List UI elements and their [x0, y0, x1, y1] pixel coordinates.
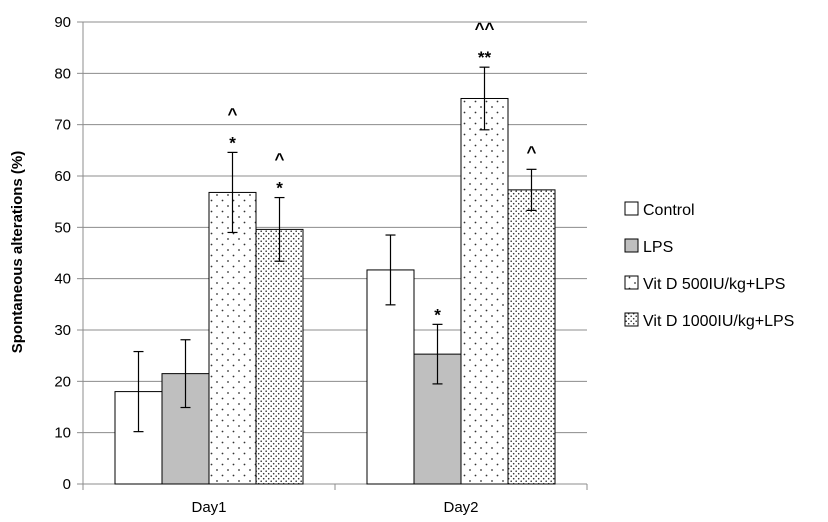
legend-label: Control: [643, 202, 695, 219]
legend-swatch: [624, 275, 639, 290]
legend-label: LPS: [643, 239, 673, 256]
y-tick-labels: 0 10 20 30 40 50 60 70 80 90: [54, 14, 71, 493]
legend-swatch: [624, 238, 639, 253]
y-tick-label: 80: [54, 65, 71, 82]
y-tick-label: 30: [54, 322, 71, 339]
y-tick-label: 50: [54, 219, 71, 236]
error-bars: [133, 66, 537, 433]
y-tick-label: 40: [54, 271, 71, 288]
significance-mark: *: [434, 305, 441, 324]
legend: Control LPS Vit D 500IU/kg+LPS Vit D 1000IU…: [624, 201, 794, 330]
significance-mark: ^: [228, 104, 238, 123]
x-tick-labels: Day1 Day2: [191, 499, 478, 516]
y-axis-title: Spontaneous alterations (%): [9, 151, 26, 354]
legend-label: Vit D 1000IU/kg+LPS: [643, 313, 794, 330]
bar: [208, 191, 257, 485]
significance-mark: ^: [527, 142, 537, 161]
bar: [507, 189, 556, 485]
y-tick-label: 60: [54, 168, 71, 185]
significance-marks: *^*^***^^^: [228, 19, 537, 324]
bar: [255, 228, 304, 485]
y-tick-label: 70: [54, 117, 71, 134]
legend-label: Vit D 500IU/kg+LPS: [643, 276, 785, 293]
y-tick-label: 90: [54, 14, 71, 31]
bar: [460, 97, 509, 485]
legend-swatch: [624, 312, 639, 327]
significance-mark: *: [229, 133, 236, 152]
y-tick-label: 20: [54, 373, 71, 390]
x-tick-label: Day2: [443, 499, 478, 516]
significance-mark: ^: [275, 150, 285, 169]
significance-mark: ^^: [475, 19, 495, 38]
y-tick-label: 0: [63, 476, 71, 493]
significance-mark: **: [478, 48, 492, 67]
bars: [114, 97, 556, 485]
legend-swatch: [624, 201, 639, 216]
y-tick-label: 10: [54, 425, 71, 442]
significance-mark: *: [276, 179, 283, 198]
x-tick-label: Day1: [191, 499, 226, 516]
